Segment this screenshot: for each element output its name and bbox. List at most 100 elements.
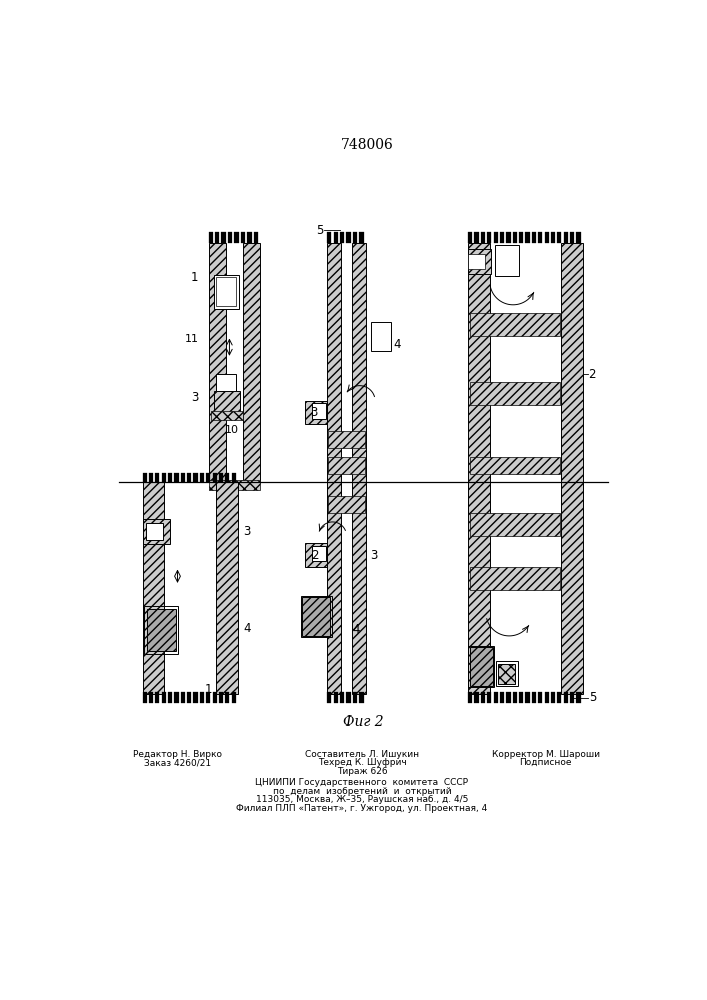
Bar	[371, 322, 392, 351]
Bar	[498, 664, 515, 684]
Bar	[328, 457, 365, 474]
Bar	[156, 473, 160, 482]
Text: 4: 4	[243, 622, 251, 635]
Bar	[487, 692, 491, 703]
Bar	[506, 692, 510, 703]
Text: 113035, Москва, Ж–35, Раушская наб., д. 4/5: 113035, Москва, Ж–35, Раушская наб., д. …	[256, 795, 468, 804]
Text: 2: 2	[588, 368, 596, 381]
Bar	[235, 232, 239, 243]
Bar	[211, 411, 243, 420]
Bar	[209, 232, 213, 243]
Text: 3: 3	[310, 406, 317, 419]
Bar	[469, 312, 559, 336]
Text: Техред К. Шуфрич: Техред К. Шуфрич	[317, 758, 407, 767]
Bar	[216, 482, 238, 694]
Bar	[346, 692, 351, 703]
Bar	[570, 692, 574, 703]
Bar	[468, 692, 472, 703]
Bar	[496, 661, 518, 686]
Bar	[544, 692, 549, 703]
Bar	[525, 692, 530, 703]
Text: 4: 4	[352, 623, 359, 636]
Bar	[563, 692, 568, 703]
Bar	[481, 692, 485, 703]
Bar	[519, 232, 523, 243]
Bar	[168, 473, 173, 482]
Bar	[506, 232, 510, 243]
Bar	[352, 482, 366, 694]
Bar	[312, 546, 325, 561]
Bar	[209, 243, 226, 482]
Bar	[247, 232, 252, 243]
Bar	[328, 431, 365, 448]
Bar	[327, 692, 332, 703]
Text: 3: 3	[243, 525, 251, 538]
Text: 5: 5	[316, 224, 323, 237]
Bar	[149, 692, 153, 703]
Bar	[468, 243, 490, 513]
Bar	[305, 543, 327, 567]
Text: 11: 11	[185, 334, 199, 344]
Bar	[538, 232, 542, 243]
Bar	[175, 473, 179, 482]
Bar	[187, 473, 191, 482]
Bar	[232, 473, 235, 482]
Text: Редактор Н. Вирко: Редактор Н. Вирко	[133, 750, 222, 759]
Bar	[538, 692, 542, 703]
Bar	[162, 692, 166, 703]
Text: 1: 1	[191, 271, 199, 284]
Bar	[557, 232, 561, 243]
Bar	[469, 382, 559, 405]
Bar	[561, 482, 583, 694]
Bar	[303, 597, 330, 636]
Bar	[481, 232, 485, 243]
Bar	[213, 473, 216, 482]
Bar	[144, 606, 178, 654]
Bar	[469, 457, 559, 474]
Text: 5: 5	[589, 691, 597, 704]
Bar	[200, 692, 204, 703]
Text: 4: 4	[393, 338, 400, 351]
Text: ЦНИИПИ Государственного  комитета  СССР: ЦНИИПИ Государственного комитета СССР	[255, 778, 469, 787]
Bar	[143, 473, 147, 482]
Bar	[500, 232, 504, 243]
Bar	[474, 232, 479, 243]
Text: 3: 3	[191, 391, 199, 404]
Bar	[468, 482, 490, 694]
Bar	[327, 482, 341, 694]
Bar	[305, 401, 327, 424]
Bar	[226, 692, 229, 703]
Bar	[194, 473, 197, 482]
Bar	[359, 232, 363, 243]
Bar	[143, 692, 147, 703]
Bar	[143, 519, 170, 544]
Bar	[544, 232, 549, 243]
Bar	[181, 692, 185, 703]
Text: Фиг 2: Фиг 2	[343, 715, 384, 729]
Bar	[175, 692, 179, 703]
Bar	[513, 232, 517, 243]
Bar	[143, 482, 164, 694]
Bar	[359, 692, 363, 703]
Bar	[468, 254, 485, 269]
Bar	[353, 692, 357, 703]
Text: Филиал ПЛП «Патент», г. Ужгород, ул. Проектная, 4: Филиал ПЛП «Патент», г. Ужгород, ул. Про…	[236, 804, 488, 813]
Bar	[194, 692, 197, 703]
Bar	[228, 232, 232, 243]
Bar	[216, 374, 236, 391]
Bar	[469, 513, 559, 536]
Text: 748006: 748006	[341, 138, 394, 152]
Bar	[254, 232, 258, 243]
Bar	[500, 692, 504, 703]
Bar	[181, 473, 185, 482]
Bar	[328, 496, 365, 513]
Bar	[156, 692, 160, 703]
Bar	[513, 692, 517, 703]
Bar	[468, 249, 491, 274]
Bar	[493, 692, 498, 703]
Text: Тираж 626: Тираж 626	[337, 767, 387, 776]
Bar	[221, 232, 226, 243]
Text: Подписное: Подписное	[520, 758, 572, 767]
Bar	[312, 403, 325, 419]
Bar	[214, 391, 240, 413]
